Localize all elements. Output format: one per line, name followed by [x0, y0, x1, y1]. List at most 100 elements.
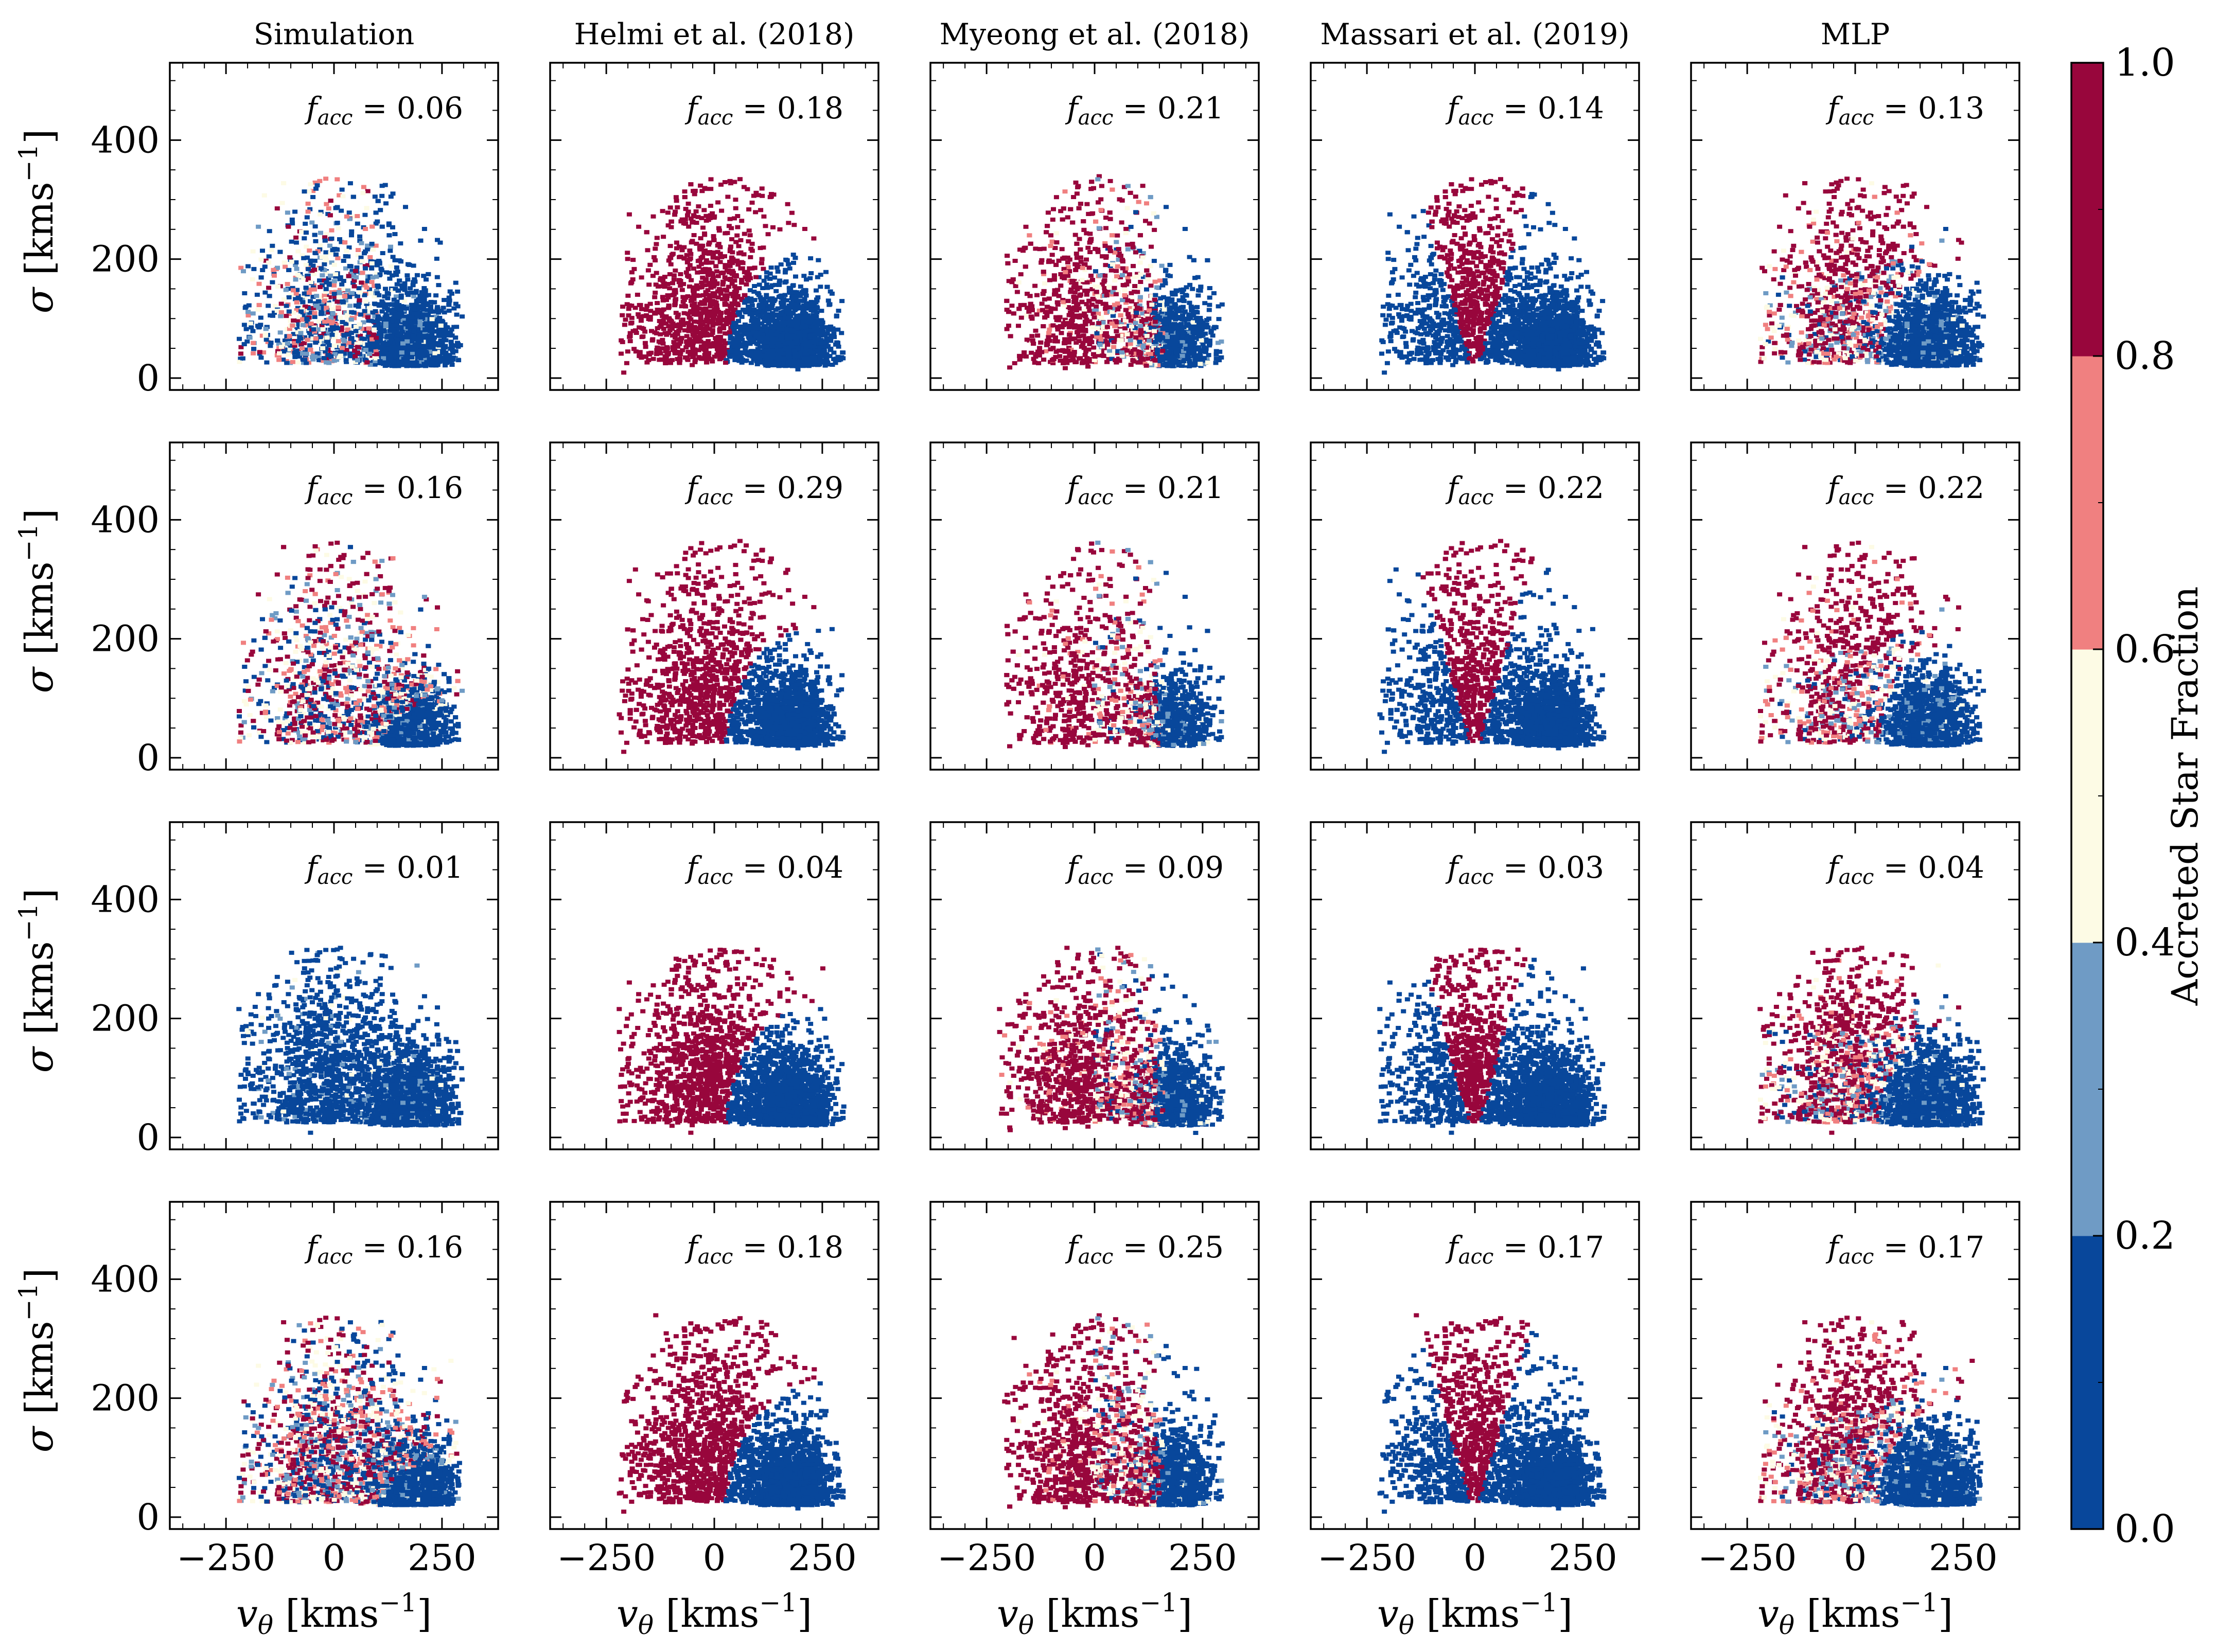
scatter-points [237, 540, 465, 748]
y-axis-label: σ [kms−1] [13, 129, 62, 314]
f-acc-annotation: facc = 0.25 [1065, 1230, 1224, 1269]
scatter-points [1377, 539, 1607, 754]
colorbar-bin [2071, 356, 2103, 650]
colorbar-tick-label: 0.0 [2115, 1507, 2175, 1551]
colorbar-tick-label: 0.8 [2115, 334, 2175, 378]
y-axis-label: σ [kms−1] [13, 1268, 62, 1453]
f-acc-annotation: facc = 0.21 [1065, 91, 1224, 130]
panel: 0 200 400 facc = 0.01 σ [kms−1] [13, 821, 499, 1159]
scatter-points [1379, 177, 1607, 375]
x-tick-label: 0 [703, 1537, 726, 1579]
panel: 0 200 400 facc = 0.06 σ [kms−1] [13, 62, 499, 399]
scatter-points [617, 1313, 846, 1514]
y-tick-label: 400 [91, 119, 160, 161]
column-title: Myeong et al. (2018) [940, 17, 1250, 51]
scatter-points [617, 539, 846, 754]
f-acc-annotation: facc = 0.21 [1065, 470, 1224, 509]
colorbar-tick-label: 0.6 [2115, 627, 2175, 671]
x-tick-label: 250 [1168, 1537, 1237, 1579]
f-acc-annotation: facc = 0.17 [1825, 1230, 1984, 1269]
scatter-points [1757, 946, 1986, 1135]
f-acc-annotation: facc = 0.01 [304, 850, 463, 889]
colorbar-tick-label: 1.0 [2115, 41, 2175, 85]
y-tick-label: 0 [136, 1496, 160, 1538]
f-acc-annotation: facc = 0.18 [684, 91, 843, 130]
y-tick-label: 0 [136, 737, 160, 779]
y-tick-label: 0 [136, 357, 160, 399]
x-tick-label: 0 [1083, 1537, 1106, 1579]
x-tick-label: 250 [788, 1537, 857, 1579]
x-tick-label: 250 [408, 1537, 477, 1579]
column-titles: Simulation Helmi et al. (2018) Myeong et a… [254, 17, 1890, 51]
y-axis-label: σ [kms−1] [13, 889, 62, 1073]
panel: facc = 0.04 [1690, 821, 2020, 1150]
y-tick-label: 400 [91, 1258, 160, 1300]
column-title: Massari et al. (2019) [1320, 17, 1629, 51]
scatter-points [237, 1316, 462, 1507]
f-acc-annotation: facc = 0.04 [684, 850, 843, 889]
scatter-points [1004, 174, 1225, 370]
y-tick-label: 200 [91, 238, 160, 280]
colorbar-bin [2071, 943, 2103, 1236]
x-tick-label: 0 [323, 1537, 346, 1579]
y-tick-label: 200 [91, 998, 160, 1040]
panel: 0 200 400 facc = 0.16 σ [kms−1] [13, 441, 499, 779]
colorbar-tick-label: 0.2 [2115, 1214, 2175, 1258]
scatter-points [236, 946, 465, 1135]
y-tick-label: 400 [91, 878, 160, 920]
colorbar-label: Accreted Star Fraction [2164, 587, 2206, 1006]
scatter-points [1758, 540, 1986, 748]
scatter-points [1758, 176, 1986, 368]
y-tick-label: 0 [136, 1116, 160, 1159]
panel: facc = 0.18 [549, 62, 879, 391]
x-axis-label: vθ [kms−1] [1757, 1588, 1953, 1640]
column-title: Simulation [254, 17, 414, 51]
f-acc-annotation: facc = 0.22 [1825, 470, 1984, 509]
x-axis-label: vθ [kms−1] [617, 1588, 812, 1640]
y-tick-label: 200 [91, 1377, 160, 1419]
panel: facc = 0.09 [929, 821, 1260, 1150]
f-acc-annotation: facc = 0.04 [1825, 850, 1984, 889]
x-tick-label: −250 [1698, 1537, 1797, 1579]
f-acc-annotation: facc = 0.06 [304, 91, 463, 130]
f-acc-annotation: facc = 0.03 [1445, 850, 1604, 889]
x-tick-label: 0 [1844, 1537, 1867, 1579]
panel-grid: 0 200 400 facc = 0.06 σ [kms−1] facc = 0.18 fa… [13, 62, 2020, 1640]
panel: facc = 0.14 [1310, 62, 1640, 391]
panel: −250 0 250 facc = 0.25 vθ [kms−1] [929, 1201, 1260, 1640]
x-axis-label: vθ [kms−1] [997, 1588, 1192, 1640]
panel: facc = 0.03 [1310, 821, 1640, 1150]
x-axis-label: vθ [kms−1] [1377, 1588, 1573, 1640]
panel: −250 0 250 facc = 0.17 vθ [kms−1] [1690, 1201, 2020, 1640]
panel: facc = 0.21 [929, 62, 1260, 391]
x-tick-label: −250 [557, 1537, 656, 1579]
scatter-points [1004, 540, 1225, 749]
f-acc-annotation: facc = 0.13 [1825, 91, 1984, 130]
panel: facc = 0.22 [1310, 441, 1640, 771]
f-acc-annotation: facc = 0.29 [684, 470, 843, 509]
f-acc-annotation: facc = 0.18 [684, 1230, 843, 1269]
scatter-points [1758, 1316, 1983, 1507]
colorbar-tick-label: 0.4 [2115, 920, 2175, 965]
f-acc-annotation: facc = 0.14 [1445, 91, 1604, 130]
x-tick-label: 250 [1548, 1537, 1617, 1579]
x-tick-label: −250 [1317, 1537, 1416, 1579]
f-acc-annotation: facc = 0.09 [1065, 850, 1224, 889]
scatter-points [1377, 1313, 1607, 1514]
y-axis-label: σ [kms−1] [13, 509, 62, 694]
panel: facc = 0.21 [929, 441, 1260, 771]
colorbar-bin [2071, 649, 2103, 943]
panel: facc = 0.13 [1690, 62, 2020, 391]
column-title: MLP [1821, 17, 1890, 51]
scatter-points [1002, 1313, 1225, 1509]
f-acc-annotation: facc = 0.16 [304, 1230, 463, 1269]
scatter-points [617, 947, 847, 1135]
x-tick-label: 0 [1464, 1537, 1487, 1579]
colorbar-bin [2071, 63, 2103, 357]
scatter-points [619, 177, 846, 375]
f-acc-annotation: facc = 0.22 [1445, 470, 1604, 509]
y-tick-label: 200 [91, 618, 160, 660]
panel: facc = 0.29 [549, 441, 879, 771]
f-acc-annotation: facc = 0.16 [304, 470, 463, 509]
